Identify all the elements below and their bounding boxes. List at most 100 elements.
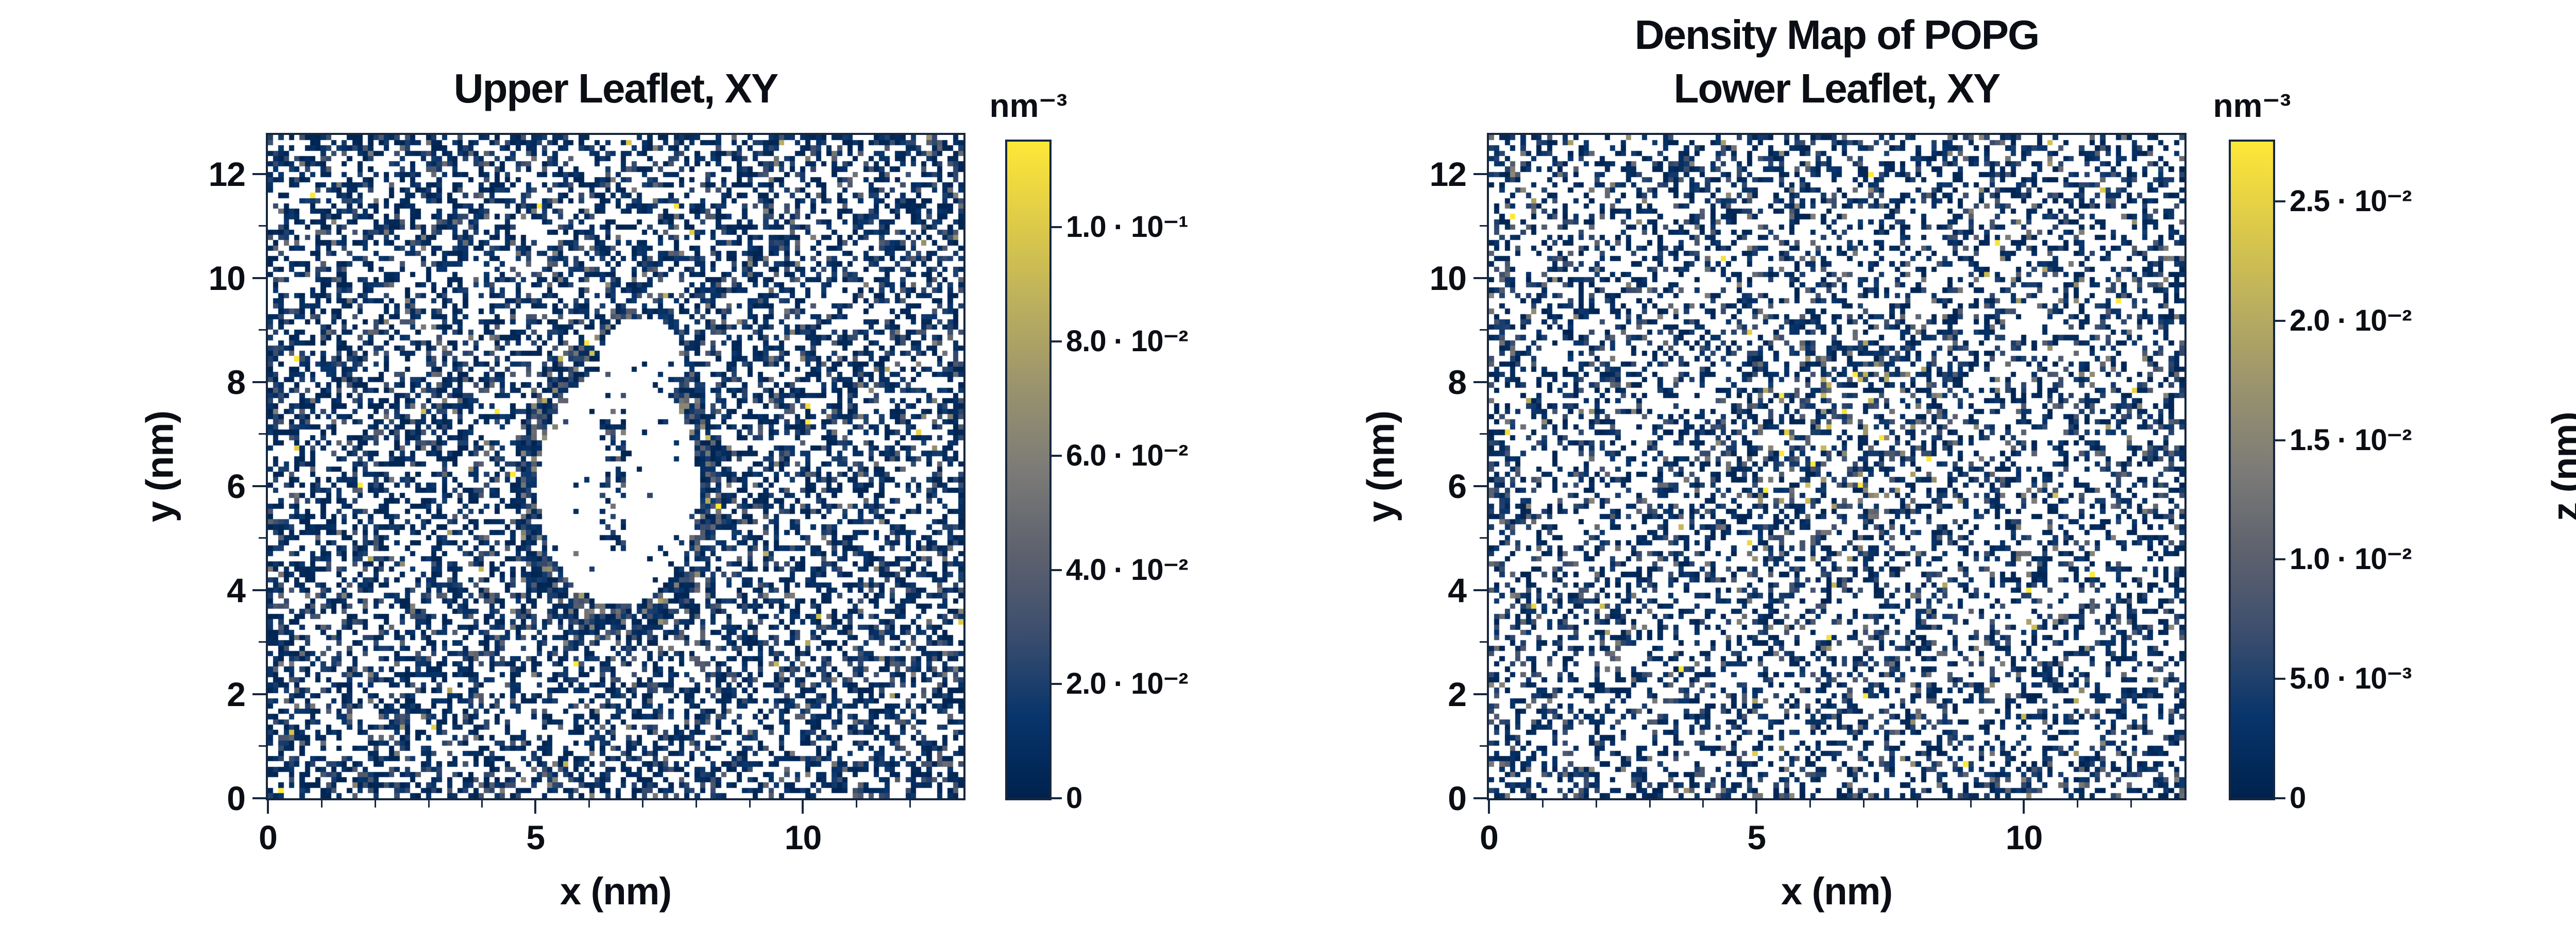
colorbar-tick-mark (2275, 200, 2285, 202)
y-tick-label: 0 (227, 779, 246, 817)
x-minor-tick-mark (1702, 800, 1704, 808)
x-tick-label: 5 (1747, 818, 1766, 856)
y-tick-label: 10 (1429, 259, 1467, 297)
panel-title: Lower Leaflet, XY (1673, 65, 2001, 111)
x-minor-tick-mark (1809, 800, 1811, 808)
colorbar-tick-mark (1052, 683, 1062, 685)
y-minor-tick-mark (1480, 329, 1487, 331)
x-tick-label: 10 (784, 818, 822, 856)
x-minor-tick-mark (1595, 800, 1597, 808)
y-tick-label: 4 (1448, 571, 1467, 609)
y-tick-label: 8 (227, 363, 246, 401)
colorbar-tick-mark (1052, 569, 1062, 571)
y-tick-label: 4 (2535, 210, 2576, 249)
y-tick-label: 12 (208, 154, 246, 193)
x-tick-mark (534, 800, 537, 814)
colorbar-tick-mark (1052, 340, 1062, 343)
y-tick-label: 0 (2535, 447, 2576, 486)
y-tick-label: −4 (2535, 684, 2576, 723)
y-tick-label: 8 (1448, 363, 1467, 401)
y-tick-mark (1473, 277, 1487, 279)
x-tick-mark (1488, 800, 1490, 814)
colorbar-lower-leaflet (2231, 142, 2273, 798)
y-minor-tick-mark (1480, 225, 1487, 227)
y-minor-tick-mark (1480, 537, 1487, 539)
colorbar-unit-label: nm⁻³ (989, 87, 1067, 124)
y-minor-tick-mark (259, 433, 266, 435)
colorbar-tick-mark (1052, 454, 1062, 457)
x-minor-tick-mark (2130, 800, 2132, 808)
colorbar-tick-label: 2.0 · 10⁻² (1066, 667, 1189, 701)
x-tick-mark (267, 800, 269, 814)
y-tick-label: 0 (1448, 779, 1467, 817)
y-tick-label: 2 (1448, 675, 1467, 713)
y-tick-label: −2 (2535, 565, 2576, 605)
x-tick-label: 0 (259, 818, 278, 856)
y-tick-label: 6 (1448, 467, 1467, 505)
x-minor-tick-mark (856, 800, 858, 808)
panel-title: Upper Leaflet, XY (453, 65, 778, 111)
y-tick-label: 12 (1429, 154, 1467, 193)
colorbar-tick-mark (2275, 439, 2285, 441)
colorbar-tick-label: 1.5 · 10⁻² (2290, 423, 2412, 457)
x-minor-tick-mark (909, 800, 911, 808)
y-tick-mark (1473, 173, 1487, 175)
colorbar-tick-label: 4.0 · 10⁻² (1066, 553, 1189, 587)
y-minor-tick-mark (1480, 641, 1487, 643)
plot-frame (266, 133, 965, 800)
x-axis-label: x (nm) (1781, 870, 1893, 913)
x-minor-tick-mark (695, 800, 697, 808)
x-minor-tick-mark (1916, 800, 1918, 808)
y-minor-tick-mark (259, 329, 266, 331)
colorbar-tick-mark (2275, 558, 2285, 561)
colorbar-tick-label: 0 (2290, 781, 2306, 815)
x-minor-tick-mark (428, 800, 430, 808)
colorbar-frame (1005, 140, 1052, 800)
colorbar-tick-mark (2275, 319, 2285, 322)
y-tick-label: 6 (227, 467, 246, 505)
y-tick-label: 2 (2535, 329, 2576, 368)
y-minor-tick-mark (1480, 433, 1487, 435)
colorbar-tick-label: 0 (1066, 781, 1082, 815)
y-tick-mark (252, 589, 266, 591)
y-tick-mark (252, 381, 266, 383)
figure-title: Density Map of POPG (1634, 12, 2040, 58)
x-minor-tick-mark (641, 800, 643, 808)
x-minor-tick-mark (1970, 800, 1972, 808)
x-tick-mark (2023, 800, 2025, 814)
y-minor-tick-mark (259, 225, 266, 227)
colorbar-frame (2229, 140, 2275, 800)
plot-frame (1487, 133, 2187, 800)
colorbar-tick-mark (2275, 797, 2285, 799)
colorbar-tick-label: 1.0 · 10⁻² (2290, 542, 2412, 576)
x-minor-tick-mark (481, 800, 483, 808)
y-tick-label: 10 (208, 259, 246, 297)
colorbar-tick-label: 2.5 · 10⁻² (2290, 184, 2412, 218)
density-heatmap-lower-leaflet (1489, 135, 2184, 798)
y-minor-tick-mark (259, 537, 266, 539)
colorbar-tick-mark (1052, 797, 1062, 799)
x-minor-tick-mark (320, 800, 323, 808)
x-tick-label: 10 (2005, 818, 2043, 856)
y-tick-mark (252, 277, 266, 279)
colorbar-unit-label: nm⁻³ (2213, 87, 2291, 124)
y-minor-tick-mark (1480, 745, 1487, 747)
y-tick-mark (1473, 797, 1487, 799)
density-heatmap-upper-leaflet (268, 135, 963, 798)
x-minor-tick-mark (749, 800, 751, 808)
x-axis-label: x (nm) (560, 870, 672, 913)
x-minor-tick-mark (2077, 800, 2079, 808)
y-tick-mark (1473, 485, 1487, 487)
colorbar-tick-label: 6.0 · 10⁻² (1066, 438, 1189, 472)
y-tick-mark (252, 485, 266, 487)
y-minor-tick-mark (259, 641, 266, 643)
y-tick-mark (1473, 589, 1487, 591)
colorbar-tick-label: 8.0 · 10⁻² (1066, 324, 1189, 358)
x-minor-tick-mark (588, 800, 590, 808)
x-minor-tick-mark (1541, 800, 1544, 808)
colorbar-tick-label: 1.0 · 10⁻¹ (1066, 210, 1189, 244)
x-minor-tick-mark (1649, 800, 1651, 808)
